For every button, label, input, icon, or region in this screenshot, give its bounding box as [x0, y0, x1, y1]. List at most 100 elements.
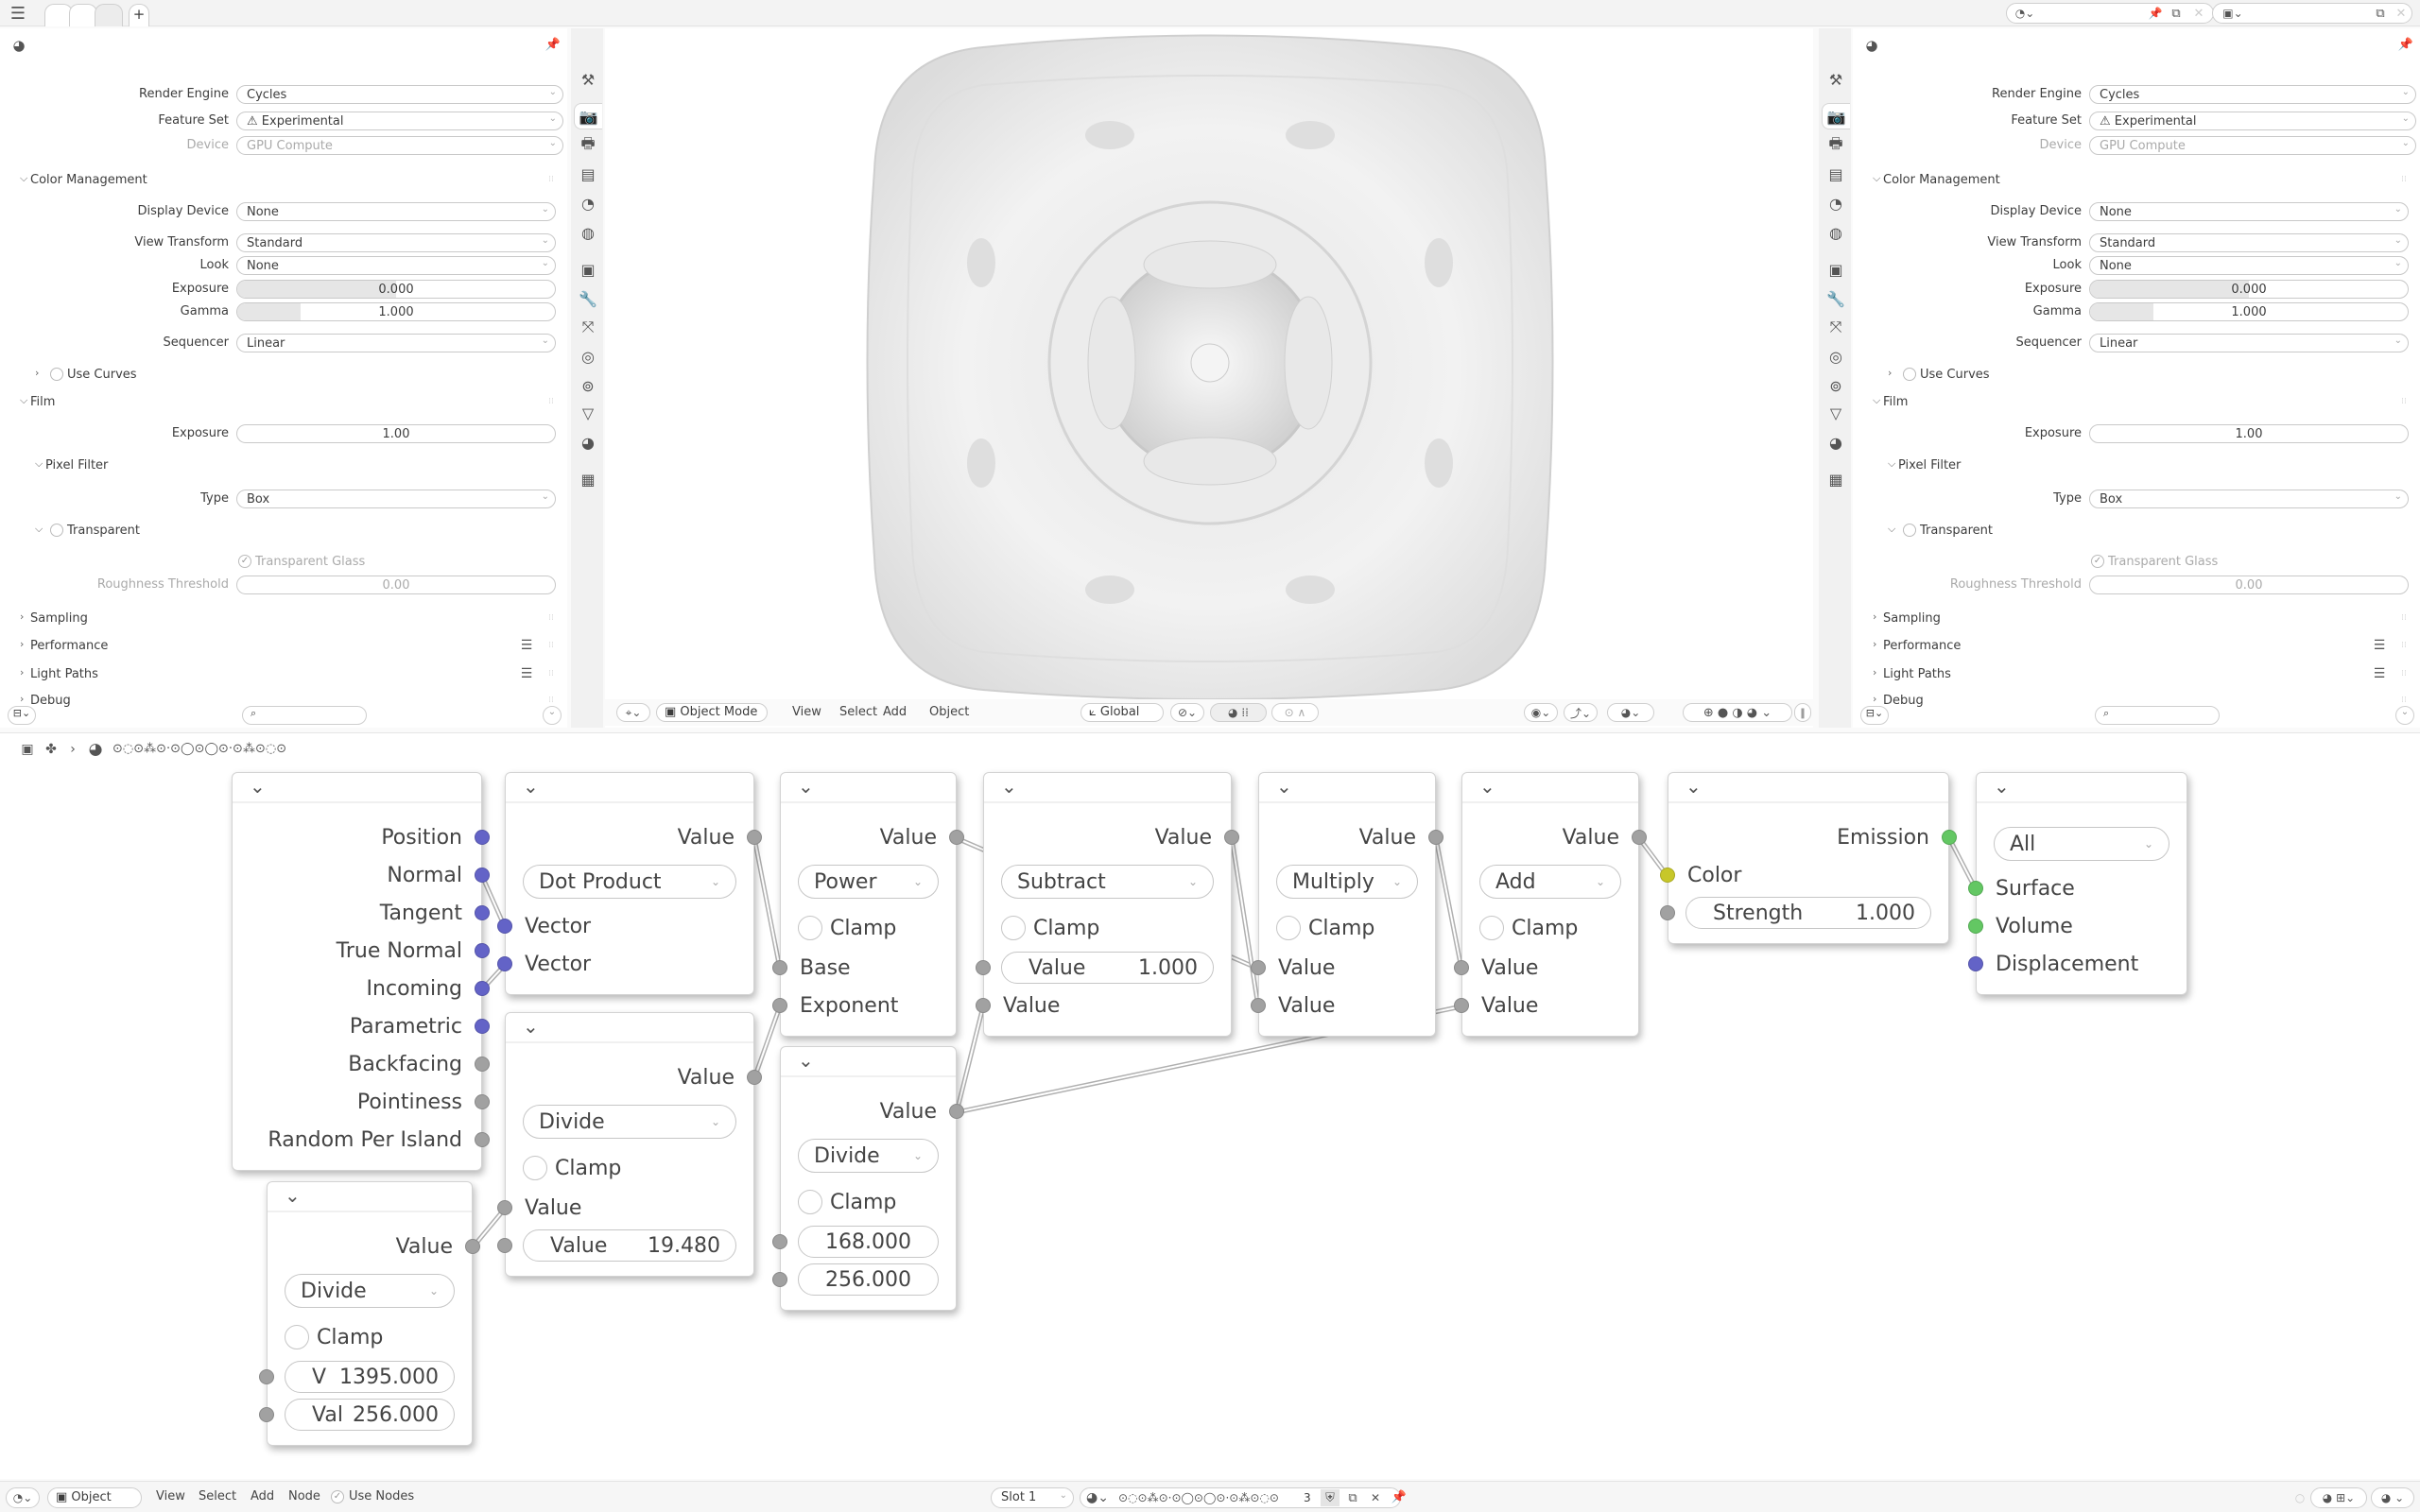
- tab-material[interactable]: ◕: [574, 429, 602, 455]
- chevron-down-icon[interactable]: ⌵: [20, 172, 28, 184]
- tab-scene[interactable]: ◔: [574, 190, 602, 216]
- workspace-tab[interactable]: [69, 4, 97, 26]
- pin-icon[interactable]: 📌: [2397, 37, 2414, 52]
- exposure-slider[interactable]: 0.000: [2089, 280, 2409, 299]
- gizmo-toggle[interactable]: ◕ ⌄: [2371, 1487, 2414, 1508]
- clamp-checkbox[interactable]: [798, 1190, 822, 1214]
- tab-data[interactable]: ▽: [1822, 400, 1850, 426]
- pin-icon[interactable]: 📌: [1391, 1489, 1408, 1504]
- socket-vector[interactable]: [475, 868, 490, 883]
- chevron-down-icon[interactable]: ⌵: [1873, 394, 1881, 406]
- 3d-viewport[interactable]: [605, 28, 1813, 728]
- value-field[interactable]: V 1395.000: [285, 1361, 455, 1393]
- material-icon[interactable]: ◕⌄: [1086, 1490, 1109, 1505]
- clamp-checkbox[interactable]: [1001, 916, 1026, 940]
- socket-float[interactable]: [1454, 998, 1469, 1013]
- collapse-chevron-icon[interactable]: ⌄: [523, 775, 539, 798]
- slot-dropdown[interactable]: Slot 1 ⌄: [991, 1487, 1074, 1508]
- feature-set-dropdown[interactable]: ⚠ Experimental ⌄: [2089, 112, 2416, 130]
- section-debug[interactable]: Debug: [1883, 694, 1924, 708]
- node-emission[interactable]: ⌄ Emission Color Strength 1.000: [1660, 772, 1957, 944]
- chevron-down-icon[interactable]: ⌵: [20, 394, 28, 406]
- section-light-paths[interactable]: Light Paths: [1883, 667, 1951, 681]
- chevron-down-icon[interactable]: ⌵: [35, 523, 43, 535]
- node-geometry[interactable]: ⌄ Position Normal Tangent True Normal Incomin…: [232, 772, 490, 1171]
- display-device-dropdown[interactable]: None ⌄: [236, 202, 556, 221]
- hamburger-icon[interactable]: ☰: [9, 3, 26, 24]
- clamp-checkbox[interactable]: [1276, 916, 1301, 940]
- image-icon[interactable]: ▣⌄: [2222, 7, 2243, 20]
- socket-shader[interactable]: [1968, 919, 1983, 934]
- value-field[interactable]: Strength 1.000: [1685, 897, 1931, 929]
- object-icon[interactable]: ▣: [21, 742, 34, 757]
- value-field[interactable]: 256.000: [798, 1263, 939, 1296]
- drag-handle-icon[interactable]: ⁞⁞: [2401, 696, 2407, 705]
- socket-float[interactable]: [1632, 830, 1647, 845]
- socket-shader[interactable]: [1942, 830, 1957, 845]
- tab-tool[interactable]: ⚒: [574, 66, 602, 93]
- socket-float[interactable]: [976, 998, 991, 1013]
- copy-icon[interactable]: ⧉: [2171, 6, 2181, 21]
- tab-particles[interactable]: ⤧: [574, 314, 602, 340]
- type-dropdown[interactable]: Box ⌄: [2089, 490, 2409, 508]
- menu-view[interactable]: View: [156, 1489, 185, 1503]
- collapse-chevron-icon[interactable]: ⌄: [523, 1015, 539, 1038]
- gamma-slider[interactable]: 1.000: [2089, 302, 2409, 321]
- socket-color[interactable]: [1660, 868, 1675, 883]
- menu-view[interactable]: View: [792, 705, 821, 719]
- socket-float[interactable]: [475, 1094, 490, 1109]
- section-transparent[interactable]: Transparent: [1920, 524, 1993, 538]
- render-engine-dropdown[interactable]: Cycles ⌄: [2089, 85, 2416, 104]
- material-selector[interactable]: ◕⌄ ⊙◌⊙⁂⊙·⊙◯⊙◯⊙·⊙⁂⊙◌⊙ 3 ⛨ ⧉ ✕: [1080, 1487, 1401, 1508]
- socket-float[interactable]: [497, 1238, 512, 1253]
- display-device-dropdown[interactable]: None ⌄: [2089, 202, 2409, 221]
- tab-constraints[interactable]: ⊚: [574, 372, 602, 399]
- tab-render[interactable]: 📷: [1822, 103, 1850, 129]
- collapse-chevron-icon[interactable]: ⌄: [798, 775, 814, 798]
- drag-handle-icon[interactable]: ⁞⁞: [2401, 669, 2407, 679]
- node-header[interactable]: ⌄: [1668, 773, 1948, 803]
- look-dropdown[interactable]: None ⌄: [236, 256, 556, 275]
- sequencer-dropdown[interactable]: Linear ⌄: [2089, 334, 2409, 352]
- shading-buttons[interactable]: ⊕ ● ◑ ◕ ⌄: [1683, 703, 1792, 722]
- sidebar-toggle[interactable]: ∥: [1794, 703, 1811, 722]
- image-datablock-selector[interactable]: ▣⌄ ⧉ ✕: [2212, 3, 2412, 24]
- gamma-slider[interactable]: 1.000: [236, 302, 556, 321]
- operation-dropdown[interactable]: Power ⌄: [798, 865, 939, 899]
- overlay-toggle[interactable]: ⤴⌄: [1564, 703, 1598, 722]
- section-film[interactable]: Film: [30, 395, 56, 409]
- node-header[interactable]: ⌄: [268, 1182, 472, 1212]
- socket-float[interactable]: [475, 1132, 490, 1147]
- sequencer-dropdown[interactable]: Linear ⌄: [236, 334, 556, 352]
- node-header[interactable]: ⌄: [1977, 773, 2187, 803]
- chevron-right-icon[interactable]: ›: [20, 638, 25, 650]
- socket-float[interactable]: [465, 1239, 480, 1254]
- properties-search-input[interactable]: ⌕: [242, 706, 367, 725]
- options-button[interactable]: ⌄: [543, 706, 562, 725]
- shader-type-dropdown[interactable]: ▣ Object: [47, 1487, 142, 1508]
- node-header[interactable]: ⌄: [1462, 773, 1638, 803]
- value-field[interactable]: Value 19.480: [523, 1229, 736, 1262]
- chevron-right-icon[interactable]: ›: [1888, 367, 1893, 379]
- socket-float[interactable]: [772, 1234, 787, 1249]
- socket-float[interactable]: [747, 1070, 762, 1085]
- socket-vector[interactable]: [475, 943, 490, 958]
- snap-icon[interactable]: ○: [2294, 1491, 2306, 1504]
- shading-mode-icons[interactable]: ⊕ ● ◑ ◕ ⌄: [1703, 705, 1772, 720]
- node-add[interactable]: ⌄ Value Add ⌄ Clamp Value Value: [1454, 772, 1647, 1037]
- tab-scene[interactable]: ◔: [1822, 190, 1850, 216]
- tab-tool[interactable]: ⚒: [1822, 66, 1850, 93]
- node-output[interactable]: ⌄ All ⌄ Surface Volume Displacement: [1968, 772, 2187, 995]
- drag-handle-icon[interactable]: ⁞⁞: [2401, 641, 2407, 650]
- node-subtract[interactable]: ⌄ Value Subtract ⌄ Clamp Value 1.000 Value: [976, 772, 1239, 1037]
- exposure-slider[interactable]: 1.00: [2089, 424, 2409, 443]
- section-use-curves[interactable]: Use Curves: [1920, 368, 1990, 382]
- view-transform-dropdown[interactable]: Standard ⌄: [236, 233, 556, 252]
- fake-user-shield-icon[interactable]: ⛨: [1321, 1489, 1340, 1506]
- operation-dropdown[interactable]: Dot Product ⌄: [523, 865, 736, 899]
- socket-vector[interactable]: [497, 956, 512, 971]
- user-count[interactable]: 3: [1304, 1491, 1311, 1504]
- transparent-checkbox[interactable]: [1903, 524, 1916, 537]
- socket-float[interactable]: [949, 1104, 964, 1119]
- collapse-chevron-icon[interactable]: ⌄: [1994, 775, 2010, 798]
